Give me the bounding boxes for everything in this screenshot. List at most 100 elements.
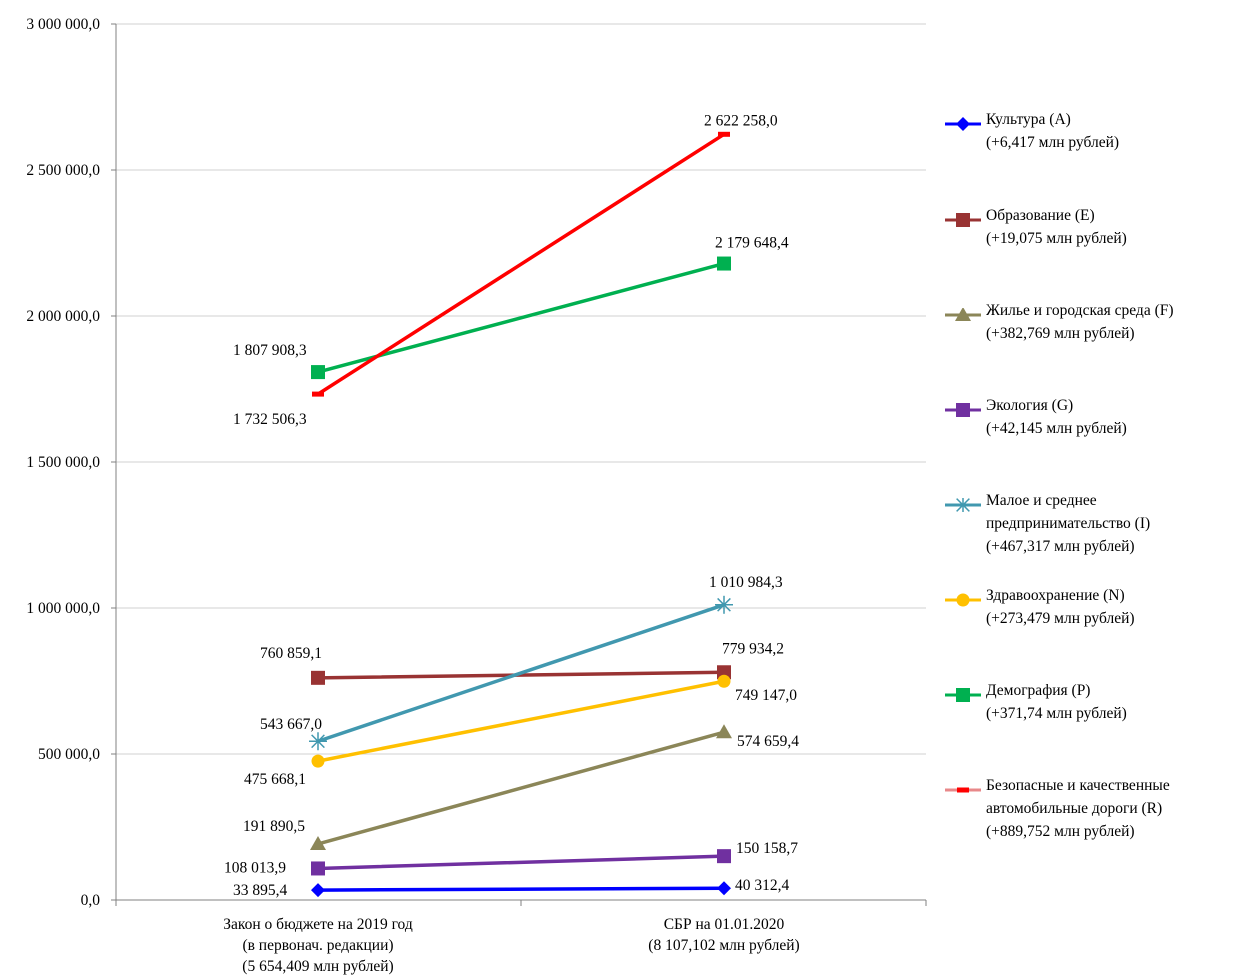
- legend-series-name: автомобильные дороги (R): [986, 800, 1163, 817]
- data-label-E: 760 859,1: [260, 645, 322, 662]
- gridlines: [116, 23, 926, 755]
- data-label-A: 40 312,4: [735, 877, 790, 894]
- legend-text: Демография (P) (+371,74 млн рублей): [986, 679, 1238, 725]
- x-tick-label: Закон о бюджете на 2019 год: [223, 916, 413, 933]
- x-tick-label: СБР на 01.01.2020: [664, 916, 785, 933]
- legend-symbol: [956, 117, 970, 131]
- legend-series-name: Культура (A): [986, 111, 1071, 128]
- data-point-F: [716, 724, 732, 739]
- legend-text: Культура (A) (+6,417 млн рублей): [986, 108, 1238, 154]
- legend-marker: [945, 403, 981, 417]
- series-lines: [309, 131, 733, 898]
- legend-symbol: [955, 308, 971, 321]
- axes: [115, 24, 927, 906]
- data-label-F: 574 659,4: [737, 733, 799, 750]
- data-point-P: [311, 365, 325, 380]
- data-labels: 33 895,4 40 312,4 760 859,1 779 934,2 191 89…: [224, 112, 799, 899]
- legend-series-change: (+19,075 млн рублей): [986, 230, 1127, 247]
- series-line-E: [316, 670, 726, 680]
- legend-series-change: (+42,145 млн рублей): [986, 420, 1127, 437]
- data-point-A: [311, 883, 325, 898]
- legend-symbol: [956, 593, 970, 607]
- y-tick-label: 0,0: [81, 892, 101, 909]
- x-tick-label: (8 107,102 млн рублей): [648, 937, 799, 954]
- data-point-A: [717, 881, 731, 896]
- legend-marker: [945, 688, 981, 702]
- y-axis-ticks: 0,0 500 000,0 1 000 000,0 1 500 000,0 2 000 …: [26, 16, 116, 909]
- legend-marker: [945, 498, 981, 512]
- legend-series-name: предпринимательство (I): [986, 515, 1151, 532]
- data-point-N: [311, 754, 325, 768]
- data-point-R: [718, 131, 730, 137]
- data-label-I: 543 667,0: [260, 716, 322, 733]
- legend-series-change: (+382,769 млн рублей): [986, 325, 1135, 342]
- legend-text: Образование (E) (+19,075 млн рублей): [986, 204, 1238, 250]
- legend-marker: [945, 308, 981, 321]
- legend-series-name: Жилье и городская среда (F): [986, 302, 1174, 319]
- data-point-R: [312, 391, 324, 397]
- y-tick-label: 1 500 000,0: [26, 454, 100, 471]
- data-label-R: 1 732 506,3: [233, 411, 307, 428]
- legend-series-name: Демография (P): [986, 682, 1091, 699]
- legend-symbol: [956, 213, 970, 227]
- legend-series-name: Образование (E): [986, 207, 1095, 224]
- data-point-E: [717, 665, 731, 680]
- y-tick-label: 1 000 000,0: [26, 600, 100, 617]
- series-P: [311, 256, 731, 380]
- series-N: [311, 674, 731, 768]
- legend-text: Малое и среднее предпринимательство (I) (+…: [986, 489, 1238, 558]
- series-R: [312, 131, 730, 397]
- data-label-G: 108 013,9: [224, 859, 286, 876]
- legend-symbol: [956, 403, 970, 417]
- x-tick-label: (в первонач. редакции): [242, 937, 393, 954]
- y-tick-label: 2 500 000,0: [26, 162, 100, 179]
- x-tick-label: (5 654,409 млн рублей): [242, 958, 393, 975]
- legend-text: Безопасные и качественные автомобильные д…: [986, 774, 1238, 843]
- legend-series-name: Здравоохранение (N): [986, 587, 1125, 604]
- y-tick-label: 500 000,0: [38, 746, 100, 763]
- legend-series-change: (+6,417 млн рублей): [986, 134, 1120, 151]
- data-point-I: [309, 732, 327, 751]
- legend-series-name: Безопасные и качественные: [986, 777, 1170, 794]
- legend-text: Экология (G) (+42,145 млн рублей): [986, 394, 1238, 440]
- data-label-A: 33 895,4: [233, 882, 288, 899]
- series-line-R: [316, 132, 726, 396]
- data-label-N: 749 147,0: [735, 687, 797, 704]
- y-tick-label: 2 000 000,0: [26, 308, 100, 325]
- series-I: [309, 595, 733, 751]
- legend-marker: [945, 117, 981, 131]
- data-point-N: [717, 674, 731, 688]
- data-label-N: 475 668,1: [244, 771, 306, 788]
- legend-series-name: Экология (G): [986, 397, 1074, 414]
- series-line-I: [316, 603, 726, 743]
- legend-marker: [945, 213, 981, 227]
- legend-marker: [945, 593, 981, 607]
- y-tick-label: 3 000 000,0: [26, 16, 100, 33]
- data-point-I: [715, 595, 733, 614]
- series-G: [311, 849, 731, 876]
- legend-text: Жилье и городская среда (F) (+382,769 млн…: [986, 299, 1238, 345]
- data-label-P: 2 179 648,4: [715, 235, 789, 252]
- data-label-I: 1 010 984,3: [709, 574, 783, 591]
- data-label-F: 191 890,5: [243, 818, 305, 835]
- data-label-E: 779 934,2: [722, 640, 784, 657]
- legend-series-change: (+889,752 млн рублей): [986, 823, 1135, 840]
- data-label-R: 2 622 258,0: [704, 112, 778, 129]
- data-point-E: [311, 670, 325, 685]
- data-point-F: [310, 835, 326, 850]
- series-F: [310, 724, 732, 850]
- legend-series-change: (+371,74 млн рублей): [986, 705, 1127, 722]
- legend-text: Здравоохранение (N) (+273,479 млн рублей): [986, 584, 1238, 630]
- series-line-P: [316, 261, 726, 374]
- data-point-P: [717, 256, 731, 271]
- legend-symbol: [954, 498, 972, 512]
- series-line-A: [316, 886, 726, 892]
- series-line-G: [316, 854, 726, 871]
- series-E: [311, 665, 731, 685]
- data-label-P: 1 807 908,3: [233, 342, 307, 359]
- x-axis-categories: Закон о бюджете на 2019 год (в первонач. …: [223, 916, 799, 975]
- legend-series-change: (+273,479 млн рублей): [986, 610, 1135, 627]
- data-label-G: 150 158,7: [736, 840, 798, 857]
- legend-symbol: [957, 787, 969, 793]
